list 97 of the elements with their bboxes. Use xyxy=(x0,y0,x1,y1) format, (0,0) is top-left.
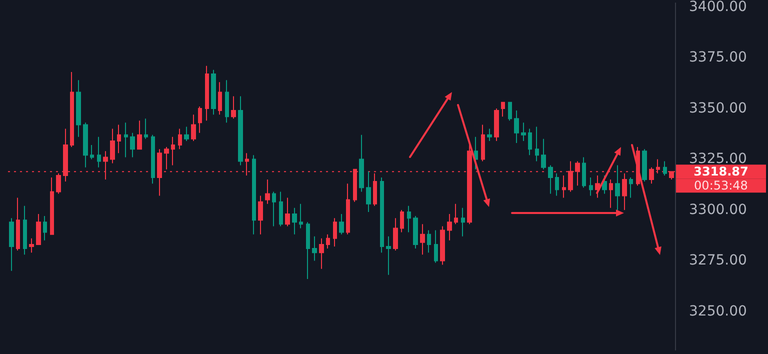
candlestick xyxy=(440,226,445,266)
candlestick xyxy=(366,170,371,212)
y-tick-label: 3350.00 xyxy=(689,100,747,116)
candlestick xyxy=(198,106,202,134)
candlestick xyxy=(427,230,431,254)
candlestick xyxy=(117,124,121,154)
candlestick xyxy=(23,205,27,256)
candlestick xyxy=(50,176,54,235)
candlestick xyxy=(622,172,627,210)
candlestick xyxy=(43,216,47,241)
candlestick xyxy=(514,110,519,144)
candlestick xyxy=(454,203,458,225)
candlestick xyxy=(279,191,283,227)
candlestick xyxy=(90,144,94,160)
candlestick xyxy=(191,114,196,142)
candlestick xyxy=(501,102,505,118)
candlestick xyxy=(407,205,411,233)
candlestick xyxy=(582,156,586,188)
candlestick xyxy=(521,122,526,142)
candlestick xyxy=(252,154,256,235)
candlestick xyxy=(413,216,418,250)
candlestick xyxy=(225,80,229,124)
candlestick xyxy=(265,179,270,204)
candlestick xyxy=(130,132,135,158)
candlestick xyxy=(562,174,566,198)
candlestick xyxy=(306,222,310,280)
candlestick xyxy=(595,174,600,198)
y-tick-label: 3400.00 xyxy=(689,0,747,15)
candlestick xyxy=(299,203,303,229)
text: 00:53:48 xyxy=(694,178,748,193)
candlestick xyxy=(164,146,169,170)
candlestick xyxy=(434,230,438,264)
candlestick xyxy=(481,124,485,162)
candlestick xyxy=(602,174,607,194)
candlestick xyxy=(211,69,216,116)
candlestick xyxy=(76,80,81,138)
candlestick xyxy=(461,207,465,237)
candlestick xyxy=(184,126,189,142)
candlestick xyxy=(535,126,539,162)
candlestick xyxy=(615,164,620,210)
candlestick xyxy=(218,82,222,116)
y-tick-label: 3250.00 xyxy=(689,303,747,320)
candlestick xyxy=(528,128,532,156)
candlestick xyxy=(494,108,499,142)
candlestick xyxy=(292,207,297,235)
candlestick xyxy=(548,164,553,194)
candlestick xyxy=(157,148,162,196)
candlestick xyxy=(400,209,404,233)
candlestick xyxy=(359,134,364,192)
candlestick xyxy=(137,120,142,150)
candlestick xyxy=(151,134,155,184)
candlestick xyxy=(642,148,647,182)
y-tick-label: 3325.00 xyxy=(689,151,747,168)
candlestick xyxy=(326,234,330,250)
y-tick-label: 3375.00 xyxy=(689,50,747,66)
candlestick xyxy=(171,136,175,166)
candlestick xyxy=(380,176,384,254)
candlestick xyxy=(541,138,546,170)
candlestick xyxy=(258,195,263,235)
candlestick xyxy=(178,128,182,150)
candlestick xyxy=(393,218,398,252)
candlestick xyxy=(238,96,243,166)
candlestick xyxy=(124,122,128,158)
candlestick xyxy=(16,197,20,252)
candlestick xyxy=(97,136,101,168)
candlestick xyxy=(447,214,452,241)
candlestick xyxy=(9,218,14,272)
candlestick xyxy=(144,118,148,140)
candlestick xyxy=(83,122,88,168)
candlestick xyxy=(312,236,317,262)
candlestick xyxy=(386,236,391,276)
candlestick xyxy=(285,197,290,227)
candlestick xyxy=(231,96,236,120)
ref-line-label: 3318.87 xyxy=(694,164,748,179)
candlestick xyxy=(609,179,613,208)
candlestick xyxy=(663,160,667,176)
candlestick xyxy=(346,183,350,235)
candlestick xyxy=(649,166,654,184)
candlestick xyxy=(70,71,74,148)
y-tick-label: 3300.00 xyxy=(689,202,747,218)
candlestick xyxy=(420,224,425,256)
candlestick xyxy=(555,172,559,196)
y-tick-label: 3275.00 xyxy=(689,252,747,269)
candlestick xyxy=(205,65,209,122)
candlestick xyxy=(333,218,337,247)
candlestick xyxy=(29,238,34,254)
candlestick xyxy=(319,238,324,270)
candlestick xyxy=(487,128,492,142)
candlestick xyxy=(589,176,593,196)
candlestick xyxy=(56,172,61,194)
candlestick xyxy=(110,128,115,164)
candlestick xyxy=(272,191,276,227)
candlestick xyxy=(474,136,478,170)
candlestick xyxy=(339,214,344,235)
candlestick xyxy=(508,102,512,122)
candlestick xyxy=(629,176,633,198)
candlestick xyxy=(36,214,41,245)
